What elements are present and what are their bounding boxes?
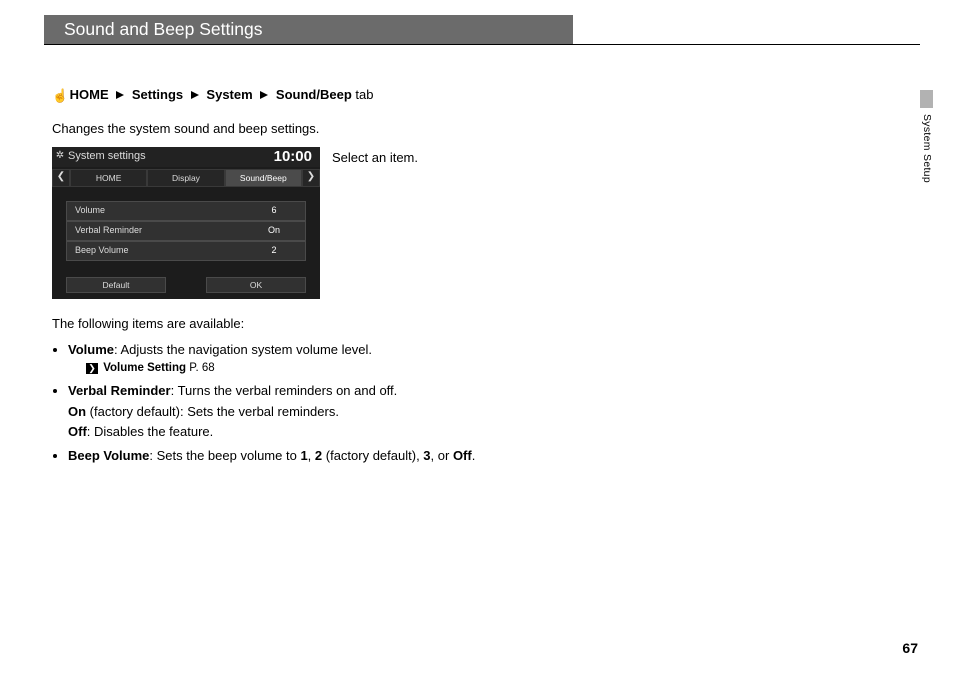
tab-next[interactable]: ❯ xyxy=(302,169,320,187)
breadcrumb-suffix: tab xyxy=(355,87,373,102)
row-label: Verbal Reminder xyxy=(67,224,243,237)
tab-display[interactable]: Display xyxy=(147,169,224,187)
xref-page: P. 68 xyxy=(186,362,215,374)
row-beep-volume[interactable]: Beep Volume 2 xyxy=(66,241,306,261)
chevron-right-icon xyxy=(191,91,199,99)
item-sub: Off: Disables the feature. xyxy=(68,422,902,442)
ok-button[interactable]: OK xyxy=(206,277,306,293)
tab-sound-beep[interactable]: Sound/Beep xyxy=(225,169,302,187)
option-on: On xyxy=(68,404,86,419)
row-label: Volume xyxy=(67,204,243,217)
option-off: Off xyxy=(68,424,87,439)
item-sub: On (factory default): Sets the verbal re… xyxy=(68,402,902,422)
section-tab xyxy=(920,90,933,108)
item-name: Verbal Reminder xyxy=(68,383,171,398)
section-label: System Setup xyxy=(920,114,933,183)
row-value: 6 xyxy=(243,204,305,217)
row-value: 2 xyxy=(243,244,305,257)
breadcrumb-item: Settings xyxy=(132,87,183,102)
list-item: Beep Volume: Sets the beep volume to 1, … xyxy=(68,446,902,466)
list-item: Volume: Adjusts the navigation system vo… xyxy=(68,340,902,378)
row-value: On xyxy=(243,224,305,237)
cross-ref: ❯ Volume Setting P. 68 xyxy=(68,360,902,378)
hand-icon: ☝ xyxy=(52,87,66,106)
breadcrumb-item: Sound/Beep xyxy=(276,87,352,102)
instruction-text: Select an item. xyxy=(320,147,418,168)
available-heading: The following items are available: xyxy=(52,315,902,334)
breadcrumb-item: System xyxy=(206,87,252,102)
item-name: Volume xyxy=(68,342,114,357)
item-desc: : Sets the beep volume to xyxy=(149,448,300,463)
row-volume[interactable]: Volume 6 xyxy=(66,201,306,221)
option-on-desc: (factory default): Sets the verbal remin… xyxy=(86,404,339,419)
tab-home[interactable]: HOME xyxy=(70,169,147,187)
chevron-right-icon xyxy=(260,91,268,99)
row-verbal-reminder[interactable]: Verbal Reminder On xyxy=(66,221,306,241)
option-off-desc: : Disables the feature. xyxy=(87,424,213,439)
breadcrumb-item: HOME xyxy=(70,87,109,102)
page-number: 67 xyxy=(902,640,918,656)
item-name: Beep Volume xyxy=(68,448,149,463)
opt-1: 1 xyxy=(300,448,307,463)
screenshot-tabs: ❮ HOME Display Sound/Beep ❯ xyxy=(52,169,320,187)
opt-3: 3 xyxy=(423,448,430,463)
item-desc: : Turns the verbal reminders on and off. xyxy=(171,383,398,398)
gear-icon: ✲ xyxy=(52,149,68,164)
screenshot-rows: Volume 6 Verbal Reminder On Beep Volume … xyxy=(66,201,306,261)
screenshot-buttons: Default OK xyxy=(66,277,306,293)
screenshot-header: ✲ System settings 10:00 xyxy=(52,147,320,167)
item-list: Volume: Adjusts the navigation system vo… xyxy=(52,340,902,467)
list-item: Verbal Reminder: Turns the verbal remind… xyxy=(68,381,902,441)
default-button[interactable]: Default xyxy=(66,277,166,293)
screenshot-title: System settings xyxy=(68,149,274,165)
xref-icon: ❯ xyxy=(86,363,98,374)
xref-label: Volume Setting xyxy=(103,362,186,374)
item-desc: : Adjusts the navigation system volume l… xyxy=(114,342,372,357)
clock-label: 10:00 xyxy=(274,146,320,168)
page-title: Sound and Beep Settings xyxy=(64,19,263,39)
row-label: Beep Volume xyxy=(67,244,243,257)
page-title-band: Sound and Beep Settings xyxy=(44,15,573,44)
intro-text: Changes the system sound and beep settin… xyxy=(52,120,902,139)
title-rule xyxy=(44,44,920,45)
chevron-right-icon xyxy=(116,91,124,99)
settings-screenshot: ✲ System settings 10:00 ❮ HOME Display S… xyxy=(52,147,320,299)
tab-prev[interactable]: ❮ xyxy=(52,169,70,187)
opt-off: Off xyxy=(453,448,472,463)
breadcrumb: ☝ HOME Settings System Sound/Beep tab xyxy=(52,86,902,106)
